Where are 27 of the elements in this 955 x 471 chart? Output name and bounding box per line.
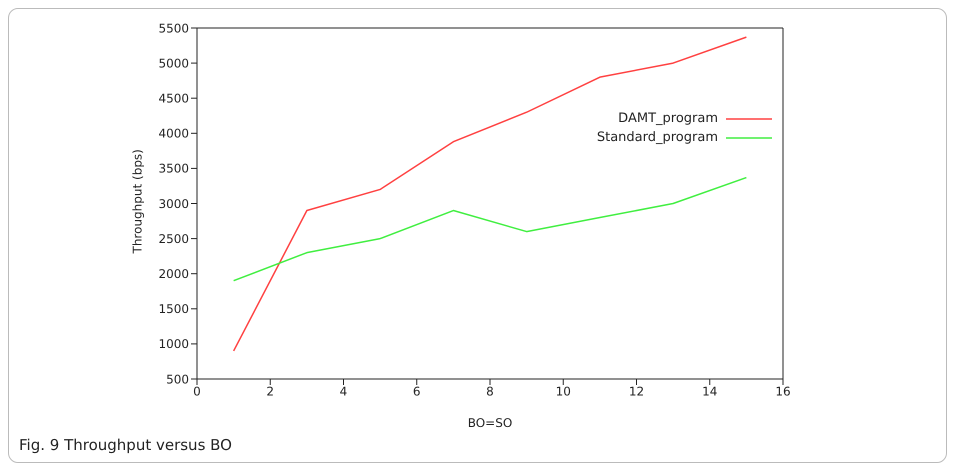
legend-label: DAMT_program [618,111,718,126]
x-axis-title: BO=SO [468,416,512,430]
legend-label: Standard_program [596,130,718,145]
x-tick-label: 10 [556,384,571,399]
x-tick-label: 6 [412,384,421,399]
y-tick-label: 5000 [158,56,189,70]
x-tick-label: 0 [193,384,201,399]
x-tick-label: 8 [486,384,494,399]
line-series [232,176,748,282]
y-tick-label: 4500 [158,91,189,106]
y-tick-label: 1000 [158,337,189,352]
y-tick-label: 3000 [158,196,189,211]
y-tick-label: 2500 [158,232,189,246]
line-series [232,36,748,352]
caption: Fig. 9 Throughput versus BO [19,436,232,454]
y-tick-label: 5500 [158,21,189,36]
y-tick-label: 3500 [158,162,189,176]
x-tick-label: 4 [340,384,348,399]
x-tick-label: 2 [266,384,274,399]
y-tick-label: 2000 [158,266,189,281]
x-tick-label: 12 [628,384,644,399]
y-tick-label: 1500 [158,302,189,316]
y-axis-title: Throughput (bps) [130,149,144,254]
y-tick-label: 4000 [158,126,189,141]
x-tick-label: 14 [702,384,718,399]
y-tick-label: 500 [166,372,189,386]
x-tick-label: 16 [775,384,791,399]
